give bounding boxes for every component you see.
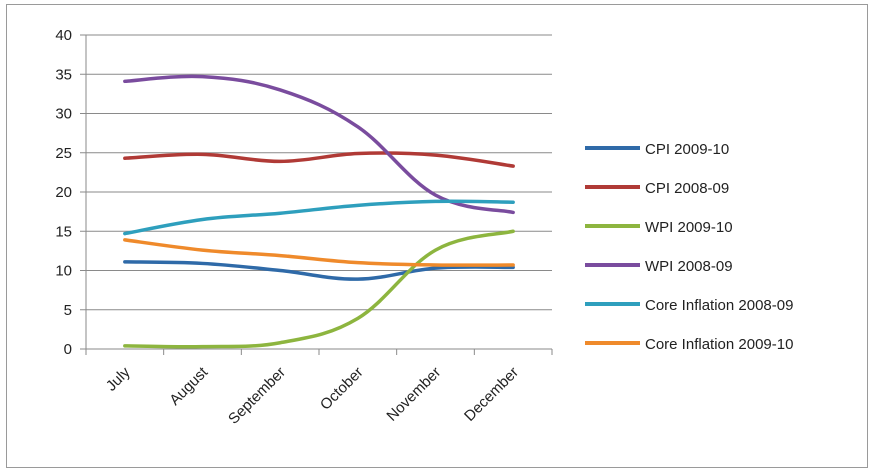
legend-label-core-inflation-2008-09: Core Inflation 2008-09 xyxy=(645,297,793,314)
gridlines xyxy=(86,34,552,311)
y-tick-label: 35 xyxy=(55,66,72,83)
legend-label-cpi-2009-10: CPI 2009-10 xyxy=(645,141,729,158)
series-line-core-inflation-2009-10 xyxy=(123,238,515,267)
legend-label-core-inflation-2009-10: Core Inflation 2009-10 xyxy=(645,336,793,353)
series-line-wpi-2009-10 xyxy=(123,229,515,349)
x-tick-label-july: July xyxy=(103,363,134,394)
legend: CPI 2009-10 CPI 2008-09 WPI 2009-10 WPI 200… xyxy=(585,141,793,353)
legend-label-wpi-2008-09: WPI 2008-09 xyxy=(645,258,733,275)
x-tick-label-december: December xyxy=(461,364,522,425)
y-tick-label: 25 xyxy=(55,145,72,162)
legend-label-cpi-2008-09: CPI 2008-09 xyxy=(645,180,729,197)
y-tick-label: 40 xyxy=(55,27,72,44)
y-tick-label: 30 xyxy=(55,106,72,123)
x-tick-label-october: October xyxy=(317,364,367,414)
y-tick-label: 10 xyxy=(55,263,72,280)
x-tick-label-september: September xyxy=(225,364,289,428)
series-line-core-inflation-2008-09 xyxy=(123,199,515,236)
chart-frame xyxy=(6,4,868,468)
series-line-cpi-2009-10 xyxy=(123,260,515,281)
legend-label-wpi-2009-10: WPI 2009-10 xyxy=(645,219,733,236)
x-tick-label-november: November xyxy=(383,364,444,425)
y-tick-label: 20 xyxy=(55,184,72,201)
y-tick-label: 15 xyxy=(55,223,72,240)
y-tick-label: 0 xyxy=(64,341,72,358)
series-line-cpi-2008-09 xyxy=(123,151,515,168)
series-lines xyxy=(123,74,515,349)
x-tick-label-august: August xyxy=(166,363,212,409)
y-tick-label: 5 xyxy=(64,302,72,319)
axes: 0 5 10 15 20 25 30 35 40 July August September Octob… xyxy=(55,27,553,428)
